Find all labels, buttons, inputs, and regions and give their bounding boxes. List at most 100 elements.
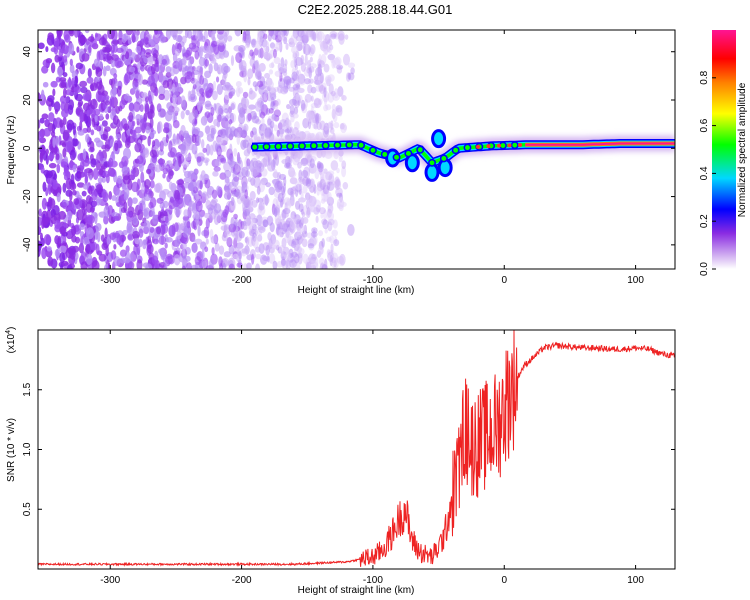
noise-dot xyxy=(242,224,248,231)
noise-dot xyxy=(315,113,322,124)
noise-dot xyxy=(338,155,343,163)
noise-dot xyxy=(341,94,345,100)
noise-dot xyxy=(228,263,236,269)
noise-dot xyxy=(304,93,312,103)
noise-dot xyxy=(314,73,320,86)
noise-dot xyxy=(215,76,220,83)
noise-dot xyxy=(257,226,266,233)
noise-dot xyxy=(298,169,303,180)
noise-dot xyxy=(93,124,98,131)
noise-dot xyxy=(123,193,129,201)
noise-dot xyxy=(213,118,220,127)
noise-dot xyxy=(335,178,341,187)
noise-dot xyxy=(53,173,58,181)
signal-knot xyxy=(333,141,342,150)
noise-dot xyxy=(248,206,254,213)
noise-dot xyxy=(92,168,99,180)
noise-dot xyxy=(273,169,278,179)
noise-dot xyxy=(327,221,333,232)
noise-dot xyxy=(109,95,115,108)
noise-dot xyxy=(216,64,223,75)
noise-dot xyxy=(70,173,75,185)
noise-dot xyxy=(139,135,147,141)
noise-dot xyxy=(103,215,109,225)
noise-dot xyxy=(71,138,79,147)
noise-dot xyxy=(185,196,192,203)
noise-dot xyxy=(334,176,340,189)
noise-dot xyxy=(182,247,186,257)
exponent-power: 4 xyxy=(5,330,12,334)
noise-dot xyxy=(83,236,91,246)
noise-dot xyxy=(226,236,233,248)
noise-dot xyxy=(294,93,301,101)
noise-dot xyxy=(132,230,140,239)
noise-dot xyxy=(42,217,49,226)
noise-dot xyxy=(224,176,230,184)
noise-dot xyxy=(164,242,168,249)
noise-dot xyxy=(89,174,93,181)
noise-dot xyxy=(297,84,301,90)
noise-dot xyxy=(320,185,325,197)
noise-dot xyxy=(46,246,52,252)
noise-dot xyxy=(181,141,187,152)
noise-dot xyxy=(323,104,329,112)
noise-dot xyxy=(319,178,326,190)
noise-dot xyxy=(194,255,201,266)
noise-dot xyxy=(45,148,49,155)
noise-dot xyxy=(302,225,306,233)
noise-dot xyxy=(249,190,256,201)
noise-dot xyxy=(326,211,335,222)
noise-dot xyxy=(289,219,297,230)
noise-dot xyxy=(98,168,104,176)
noise-dot xyxy=(128,111,134,123)
noise-dot xyxy=(265,182,271,188)
noise-dot xyxy=(336,167,340,174)
signal-knot xyxy=(510,141,519,150)
noise-dot xyxy=(161,188,170,195)
noise-dot xyxy=(81,52,90,62)
noise-dot xyxy=(305,257,313,269)
noise-dot xyxy=(165,256,173,265)
noise-dot xyxy=(347,62,356,69)
noise-dot xyxy=(316,31,325,41)
noise-dot xyxy=(144,103,150,115)
noise-dot xyxy=(277,192,284,203)
noise-dot xyxy=(249,49,254,57)
noise-dot xyxy=(300,62,306,73)
noise-dot xyxy=(323,93,328,106)
noise-dot xyxy=(105,65,111,72)
noise-dot xyxy=(326,122,333,129)
noise-dot xyxy=(326,181,331,191)
noise-dot xyxy=(300,208,305,215)
noise-dot xyxy=(170,30,179,36)
signal-knot xyxy=(404,149,413,158)
svg-text:(x104): (x104) xyxy=(5,327,17,354)
noise-dot xyxy=(304,53,308,66)
noise-dot xyxy=(188,58,193,70)
noise-dot xyxy=(141,196,146,206)
noise-dot xyxy=(50,47,57,53)
signal-knot xyxy=(309,141,318,150)
noise-dot xyxy=(210,40,218,48)
noise-dot xyxy=(231,177,239,187)
noise-dot xyxy=(207,207,213,215)
bottom-y-tick-label: 0.5 xyxy=(22,502,33,516)
noise-dot xyxy=(52,137,56,148)
noise-dot xyxy=(327,38,333,47)
noise-dot xyxy=(49,198,56,209)
noise-dot xyxy=(73,198,80,205)
noise-dot xyxy=(78,223,86,230)
noise-dot xyxy=(309,236,317,246)
noise-dot xyxy=(244,195,251,208)
noise-dot xyxy=(165,66,172,73)
noise-dot xyxy=(322,182,330,193)
noise-dot xyxy=(199,75,205,86)
noise-dot xyxy=(188,112,196,124)
noise-dot xyxy=(153,88,157,96)
noise-dot xyxy=(300,191,304,200)
noise-dot xyxy=(87,214,95,224)
noise-dot xyxy=(329,254,334,267)
noise-dot xyxy=(251,217,256,227)
noise-dot xyxy=(313,79,322,85)
